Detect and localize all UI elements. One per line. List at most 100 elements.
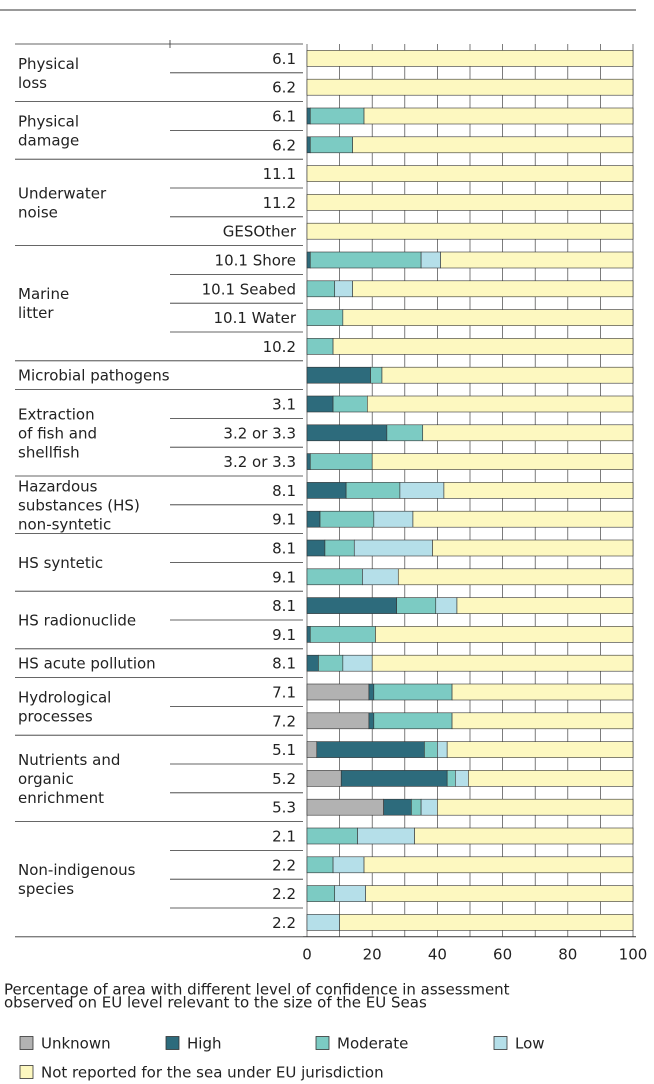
- x-tick-label: 80: [558, 945, 577, 963]
- legend-swatch: [165, 1036, 180, 1050]
- bar-segment: [306, 626, 311, 643]
- bar-segment: [306, 309, 344, 326]
- bar-segment: [306, 366, 371, 384]
- bar-segment: [446, 741, 634, 758]
- group-label: Non-indigenous: [18, 861, 136, 879]
- bar-segment: [365, 885, 634, 902]
- group-label: enrichment: [18, 789, 104, 807]
- bar-segment: [367, 395, 634, 413]
- bar-segment: [352, 136, 634, 154]
- bar-segment: [334, 280, 353, 298]
- bar-segment: [368, 712, 375, 730]
- legend-swatch: [19, 1036, 34, 1050]
- bar-segment: [340, 770, 448, 787]
- group-label: Physical: [18, 112, 79, 130]
- group-label: Nutrients and: [18, 751, 120, 769]
- bar-segment: [371, 453, 634, 470]
- bar-segment: [306, 885, 336, 902]
- bar-segment: [316, 741, 425, 758]
- row-label: 3.2 or 3.3: [223, 424, 296, 442]
- bar-segment: [306, 654, 319, 672]
- bar-segment: [306, 280, 336, 298]
- bar-segment: [306, 539, 326, 557]
- bar-segment: [373, 510, 414, 528]
- bar-segment: [352, 280, 634, 298]
- bar-segment: [424, 741, 438, 758]
- bar-segment: [309, 453, 373, 470]
- bar-segment: [306, 712, 370, 730]
- bar-segment: [309, 107, 365, 125]
- bar-segment: [309, 251, 422, 269]
- group-label: litter: [18, 304, 54, 322]
- row-label: 11.2: [263, 194, 296, 212]
- bar-segment: [318, 654, 344, 672]
- bar-segment: [319, 510, 375, 528]
- row-label: 8.1: [272, 655, 296, 673]
- row-label: 6.1: [272, 108, 296, 126]
- bar-segment: [345, 482, 401, 499]
- x-tick-label: 100: [619, 945, 648, 963]
- row-label: 3.2 or 3.3: [223, 453, 296, 471]
- bar-segment: [357, 827, 415, 845]
- bar-segment: [363, 856, 634, 874]
- bar-segment: [412, 510, 634, 528]
- bar-segment: [306, 741, 318, 758]
- row-label: 5.1: [272, 741, 296, 759]
- row-label: 10.1 Water: [213, 309, 296, 327]
- bar-segment: [422, 424, 634, 442]
- bar-segment: [306, 798, 384, 816]
- group-label: Extraction: [18, 405, 95, 423]
- bar-segment: [332, 856, 365, 874]
- bar-segment: [443, 482, 634, 499]
- bar-segment: [306, 194, 634, 211]
- row-label: 9.1: [272, 568, 296, 586]
- bar-segment: [362, 568, 399, 586]
- row-label: 8.1: [272, 482, 296, 500]
- bar-segment: [353, 539, 433, 557]
- group-label: Hazardous: [18, 477, 98, 495]
- row-label: 10.2: [263, 338, 296, 356]
- row-label: 7.2: [272, 712, 296, 730]
- row-label: 3.1: [272, 396, 296, 414]
- bar-segment: [371, 654, 634, 672]
- group-label: Microbial pathogens: [18, 367, 170, 385]
- legend-label: Not reported for the sea under EU jurisd…: [41, 1064, 384, 1082]
- legend-label: Unknown: [41, 1035, 111, 1053]
- legend-swatch: [315, 1036, 330, 1050]
- legend-swatch: [19, 1065, 34, 1079]
- bar-segment: [381, 366, 634, 384]
- group-label: processes: [18, 707, 93, 725]
- bar-segment: [373, 683, 453, 701]
- group-label: Marine: [18, 285, 69, 303]
- bar-segment: [306, 338, 334, 355]
- group-label: shellfish: [18, 443, 80, 461]
- bar-segment: [306, 914, 340, 931]
- bar-segment: [306, 510, 321, 528]
- bar-segment: [363, 107, 634, 125]
- bar-segment: [451, 712, 634, 730]
- row-label: 2.1: [272, 828, 296, 846]
- row-label: 6.2: [272, 79, 296, 97]
- legend-swatch: [493, 1036, 508, 1050]
- bar-segment: [306, 136, 311, 154]
- row-label: 8.1: [272, 540, 296, 558]
- bar-segment: [451, 683, 634, 701]
- bar-segment: [306, 683, 370, 701]
- row-label: 9.1: [272, 626, 296, 644]
- legend-label: High: [187, 1035, 221, 1053]
- row-label: 2.2: [272, 885, 296, 903]
- group-label: HS acute pollution: [18, 655, 156, 673]
- bar-segment: [306, 597, 397, 614]
- bar-segment: [306, 568, 363, 586]
- legend-label: Low: [515, 1035, 545, 1053]
- x-tick-label: 20: [363, 945, 382, 963]
- bar-segment: [306, 827, 358, 845]
- bar-segment: [309, 626, 376, 643]
- bar-segment: [306, 78, 634, 96]
- bar-segment: [420, 251, 441, 269]
- row-label: 6.1: [272, 50, 296, 68]
- row-label: 11.1: [263, 165, 296, 183]
- bar-segment: [332, 338, 634, 355]
- row-label: 2.2: [272, 914, 296, 932]
